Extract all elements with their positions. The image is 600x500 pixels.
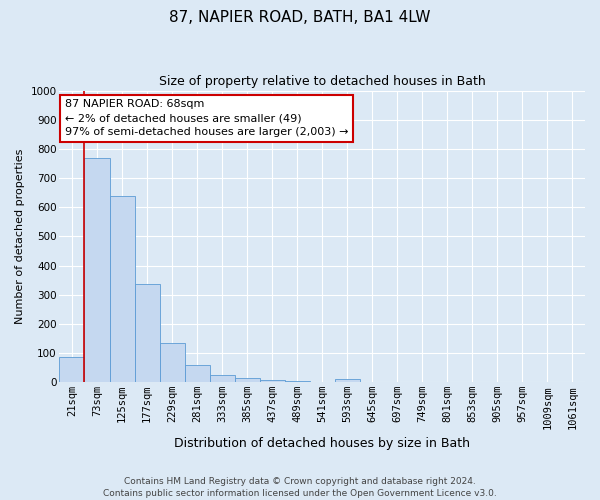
Bar — [185, 364, 209, 382]
Bar — [110, 196, 134, 382]
Title: Size of property relative to detached houses in Bath: Size of property relative to detached ho… — [159, 75, 485, 88]
Bar — [209, 375, 235, 382]
Text: 87 NAPIER ROAD: 68sqm
← 2% of detached houses are smaller (49)
97% of semi-detac: 87 NAPIER ROAD: 68sqm ← 2% of detached h… — [65, 100, 348, 138]
Bar — [335, 379, 360, 382]
Text: Contains HM Land Registry data © Crown copyright and database right 2024.
Contai: Contains HM Land Registry data © Crown c… — [103, 476, 497, 498]
Bar — [260, 380, 284, 382]
Bar — [59, 358, 85, 382]
Bar — [235, 378, 260, 382]
Bar — [85, 158, 110, 382]
Bar — [160, 343, 185, 382]
X-axis label: Distribution of detached houses by size in Bath: Distribution of detached houses by size … — [174, 437, 470, 450]
Text: 87, NAPIER ROAD, BATH, BA1 4LW: 87, NAPIER ROAD, BATH, BA1 4LW — [169, 10, 431, 25]
Y-axis label: Number of detached properties: Number of detached properties — [15, 148, 25, 324]
Bar — [134, 284, 160, 382]
